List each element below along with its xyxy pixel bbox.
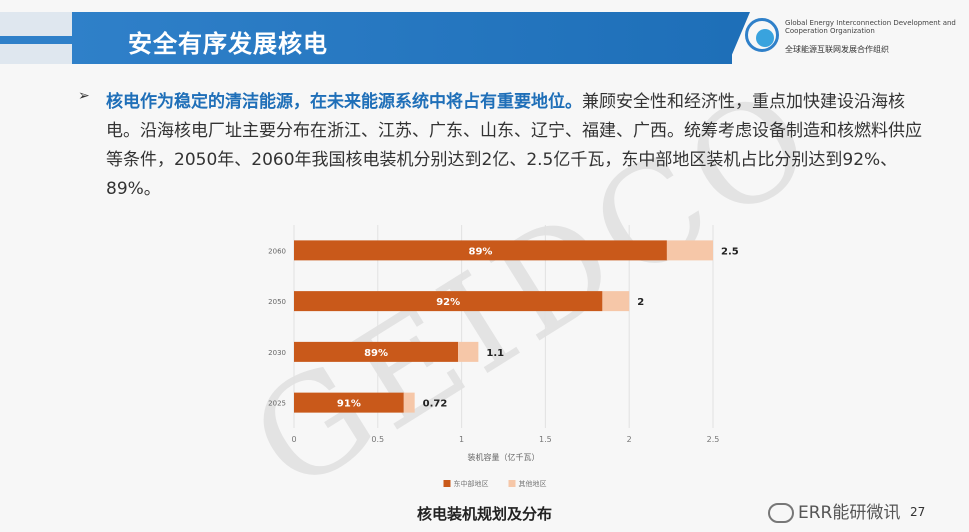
total-label: 2.5 — [721, 246, 739, 257]
legend-swatch — [443, 480, 451, 487]
total-label: 2 — [637, 297, 644, 308]
bullet-body: 兼顾安全性和经济性，重点加快建设沿海核电。沿海核电厂址主要分布在浙江、江苏、广东… — [106, 92, 922, 199]
legend-label: 其他地区 — [519, 479, 547, 488]
chart-caption: 核电装机规划及分布 — [416, 505, 552, 523]
bar-segment — [294, 341, 459, 362]
header-band-edge — [728, 12, 750, 64]
y-category-label: 2050 — [268, 298, 286, 306]
bar-segment — [294, 291, 603, 312]
x-tick-label: 0.5 — [371, 435, 384, 444]
slide-title: 安全有序发展核电 — [128, 30, 328, 58]
header-band — [72, 12, 732, 64]
x-tick-label: 2 — [627, 435, 632, 444]
legend-swatch — [508, 480, 516, 487]
page-number: 27 — [910, 505, 926, 519]
globe-icon — [745, 18, 779, 52]
share-label: 92% — [436, 297, 460, 308]
wechat-source: ERR能研微讯 — [768, 498, 900, 523]
y-category-label: 2025 — [268, 400, 286, 408]
bar-segment — [294, 392, 404, 413]
x-tick-label: 0 — [291, 435, 296, 444]
logo-text-cn: 全球能源互联网发展合作组织 — [785, 45, 889, 54]
nuclear-capacity-chart: 0 0.5 1 1.5 2 2.5 2060 89% 2.5 2050 92% 2 2030 89% 1.1… — [268, 225, 739, 488]
total-label: 1.1 — [486, 348, 504, 359]
x-tick-label: 2.5 — [707, 435, 720, 444]
total-label: 0.72 — [423, 399, 448, 410]
x-tick-label: 1 — [459, 435, 464, 444]
wechat-source-label: ERR能研微讯 — [798, 503, 901, 523]
bar-segment — [458, 341, 479, 362]
org-logo: Global Energy Interconnection Developmen… — [745, 18, 965, 58]
legend-label: 东中部地区 — [454, 479, 489, 488]
share-label: 91% — [337, 399, 361, 410]
share-label: 89% — [364, 348, 388, 359]
bullet-paragraph: 核电作为稳定的清洁能源，在未来能源系统中将占有重要地位。兼顾安全性和经济性，重点… — [78, 88, 923, 204]
share-label: 89% — [468, 246, 492, 257]
bar-segment — [602, 291, 630, 312]
header-left-accent — [0, 36, 72, 44]
y-category-label: 2030 — [268, 349, 286, 357]
bullet-arrow-icon: ➢ — [78, 88, 90, 104]
wechat-icon — [768, 503, 794, 523]
logo-text-en: Global Energy Interconnection Developmen… — [785, 19, 956, 35]
bar-segment — [666, 240, 713, 261]
bar-segment — [294, 240, 667, 261]
x-axis-label: 装机容量（亿千瓦） — [468, 452, 540, 462]
bar-segment — [403, 392, 415, 413]
y-category-label: 2060 — [268, 247, 286, 255]
bullet-highlight: 核电作为稳定的清洁能源，在未来能源系统中将占有重要地位。 — [106, 92, 582, 112]
x-tick-label: 1.5 — [539, 435, 552, 444]
